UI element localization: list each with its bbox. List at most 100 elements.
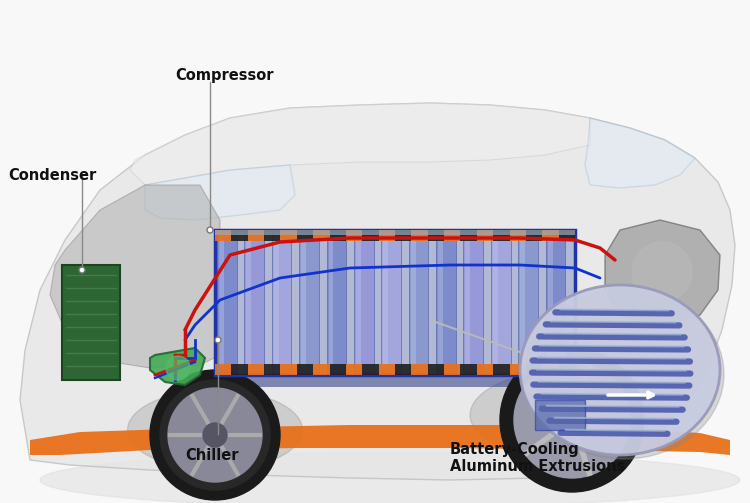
Bar xyxy=(520,234,525,367)
Bar xyxy=(493,234,498,367)
Polygon shape xyxy=(30,425,730,455)
Bar xyxy=(297,364,314,375)
Bar xyxy=(231,364,248,375)
Bar xyxy=(395,364,411,375)
Bar xyxy=(464,232,483,373)
Bar xyxy=(215,230,231,241)
Circle shape xyxy=(160,380,270,490)
Bar xyxy=(62,265,120,380)
Bar xyxy=(215,230,575,375)
Bar xyxy=(409,232,428,373)
Bar xyxy=(466,234,470,367)
Bar xyxy=(526,230,542,241)
Circle shape xyxy=(203,423,227,447)
Bar xyxy=(346,230,362,241)
Bar xyxy=(535,400,585,430)
Polygon shape xyxy=(215,375,583,387)
Bar xyxy=(444,230,460,241)
Bar xyxy=(559,230,575,241)
Ellipse shape xyxy=(470,370,670,460)
Bar xyxy=(329,364,346,375)
Bar xyxy=(411,234,416,367)
Bar xyxy=(395,230,411,241)
Bar xyxy=(314,230,329,241)
Polygon shape xyxy=(585,118,695,188)
Bar xyxy=(314,364,329,375)
Bar xyxy=(383,234,388,367)
Bar xyxy=(231,230,248,241)
Bar xyxy=(526,364,542,375)
Bar xyxy=(411,364,428,375)
Bar xyxy=(460,364,477,375)
Bar xyxy=(329,230,346,241)
Bar xyxy=(542,364,559,375)
Bar xyxy=(559,364,575,375)
Bar xyxy=(427,230,444,241)
Bar xyxy=(215,230,575,375)
Bar xyxy=(248,230,264,241)
Polygon shape xyxy=(605,220,720,325)
Circle shape xyxy=(500,348,644,492)
Bar xyxy=(326,232,346,373)
Circle shape xyxy=(166,356,190,380)
Polygon shape xyxy=(150,348,205,385)
Bar xyxy=(280,364,297,375)
Bar xyxy=(381,232,401,373)
Bar xyxy=(542,230,559,241)
Bar xyxy=(299,232,319,373)
Text: Battery-Cooling
Aluminum Extrusions: Battery-Cooling Aluminum Extrusions xyxy=(450,442,626,474)
Polygon shape xyxy=(130,103,590,185)
Bar xyxy=(274,234,279,367)
Bar xyxy=(509,230,526,241)
Bar xyxy=(247,234,251,367)
Bar xyxy=(356,234,361,367)
Bar xyxy=(518,232,538,373)
Bar xyxy=(244,232,264,373)
Bar xyxy=(346,364,362,375)
Bar xyxy=(548,234,553,367)
Bar xyxy=(215,230,575,235)
Bar xyxy=(427,364,444,375)
Ellipse shape xyxy=(128,390,302,470)
Bar xyxy=(354,232,374,373)
Bar xyxy=(444,364,460,375)
Bar xyxy=(438,234,443,367)
Circle shape xyxy=(514,362,630,478)
Circle shape xyxy=(150,370,280,500)
Bar xyxy=(248,364,264,375)
Bar xyxy=(280,230,297,241)
Text: Condenser: Condenser xyxy=(8,168,96,183)
Bar xyxy=(509,364,526,375)
Circle shape xyxy=(207,227,213,233)
Polygon shape xyxy=(20,103,735,480)
Bar xyxy=(217,232,237,373)
Bar xyxy=(302,234,306,367)
Circle shape xyxy=(168,388,262,482)
Bar xyxy=(362,364,379,375)
Bar xyxy=(411,230,428,241)
Text: Compressor: Compressor xyxy=(175,68,274,83)
Ellipse shape xyxy=(524,289,724,459)
Ellipse shape xyxy=(520,285,720,455)
Text: Chiller: Chiller xyxy=(185,448,238,463)
Circle shape xyxy=(558,406,586,434)
Polygon shape xyxy=(50,185,220,368)
Bar xyxy=(379,364,395,375)
Circle shape xyxy=(215,337,221,343)
Ellipse shape xyxy=(40,453,740,503)
Circle shape xyxy=(632,242,692,302)
Bar xyxy=(219,234,224,367)
Bar xyxy=(436,232,456,373)
Bar xyxy=(494,364,509,375)
Circle shape xyxy=(79,267,85,273)
Bar xyxy=(264,364,280,375)
Polygon shape xyxy=(145,165,295,220)
Bar xyxy=(328,234,334,367)
Bar xyxy=(494,230,509,241)
Bar xyxy=(460,230,477,241)
Bar xyxy=(297,230,314,241)
Bar xyxy=(215,364,231,375)
Bar xyxy=(477,230,494,241)
Bar xyxy=(264,230,280,241)
Bar xyxy=(490,232,511,373)
